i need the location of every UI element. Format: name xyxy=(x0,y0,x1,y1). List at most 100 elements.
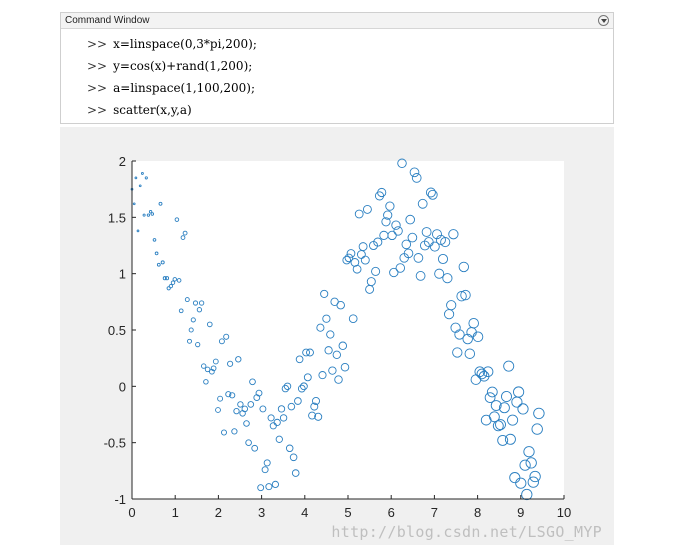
data-point xyxy=(180,235,186,240)
data-point xyxy=(295,355,304,364)
data-point xyxy=(320,289,329,298)
data-point xyxy=(458,261,469,273)
data-point xyxy=(166,286,171,291)
data-point xyxy=(419,240,430,251)
data-point xyxy=(373,237,383,247)
data-point xyxy=(306,348,314,357)
data-point xyxy=(184,297,190,303)
data-point xyxy=(389,267,399,278)
data-point xyxy=(259,405,267,413)
x-tick-label: 5 xyxy=(344,505,351,520)
command-history[interactable]: >> x=linspace(0,3*pi,200); >> y=cos(x)+ran… xyxy=(61,29,613,121)
data-point xyxy=(136,229,140,233)
data-point xyxy=(533,407,545,420)
data-point xyxy=(249,378,256,386)
x-tick-label: 2 xyxy=(215,505,222,520)
data-point xyxy=(289,453,298,462)
data-point xyxy=(346,249,356,258)
data-point xyxy=(519,459,531,471)
data-point xyxy=(397,158,407,169)
command-window-title: Command Window xyxy=(65,15,150,26)
data-point xyxy=(517,403,529,415)
data-point xyxy=(407,232,418,243)
data-point xyxy=(279,414,288,422)
data-point xyxy=(160,260,165,265)
data-point xyxy=(527,476,539,488)
data-point xyxy=(437,253,449,265)
data-point xyxy=(448,229,459,240)
data-point xyxy=(182,230,188,236)
data-point xyxy=(257,484,265,492)
data-point xyxy=(271,480,279,488)
points-layer xyxy=(130,158,545,501)
x-tick-label: 6 xyxy=(388,505,395,520)
command-line[interactable]: >> scatter(x,y,a) xyxy=(87,99,613,121)
data-point xyxy=(261,466,269,474)
command-text: y=cos(x)+rand(1,200); xyxy=(113,59,253,73)
data-point xyxy=(210,365,217,372)
data-point xyxy=(221,429,227,436)
data-point xyxy=(523,446,535,458)
data-point xyxy=(411,173,422,183)
data-point xyxy=(387,230,397,241)
data-point xyxy=(174,217,180,222)
data-point xyxy=(212,358,219,365)
window-actions-menu-icon[interactable] xyxy=(598,15,609,26)
data-point xyxy=(200,363,207,369)
prompt: >> xyxy=(87,81,108,95)
data-point xyxy=(492,420,504,432)
data-point xyxy=(300,382,308,391)
data-point xyxy=(464,348,476,359)
data-point xyxy=(456,291,467,302)
data-point xyxy=(348,314,358,324)
data-point xyxy=(176,278,182,283)
data-point xyxy=(328,366,337,375)
data-point xyxy=(207,321,213,328)
data-point xyxy=(531,423,543,435)
y-tick-label: 1 xyxy=(119,267,126,282)
data-point xyxy=(225,391,232,398)
data-point xyxy=(241,405,249,413)
command-line[interactable]: >> a=linspace(1,100,200); xyxy=(87,77,613,99)
data-point xyxy=(340,362,350,372)
scatter-plot: 0 1 2 3 4 5 6 7 8 9 10 -1 -0.5 0 0.5 1 1.5 2 xyxy=(104,154,572,520)
x-tick-label: 10 xyxy=(557,505,571,520)
y-tick-label: -0.5 xyxy=(104,436,126,451)
command-text: x=linspace(0,3*pi,200); xyxy=(113,37,257,51)
data-point xyxy=(314,412,323,421)
command-line[interactable]: >> y=cos(x)+rand(1,200); xyxy=(87,55,613,77)
data-point xyxy=(251,444,259,452)
data-point xyxy=(142,213,146,217)
data-point xyxy=(156,262,161,267)
data-point xyxy=(381,217,391,227)
data-point xyxy=(297,384,306,393)
x-tick-label: 1 xyxy=(172,505,179,520)
data-point xyxy=(303,373,312,382)
data-point xyxy=(265,483,273,491)
data-point xyxy=(140,171,144,175)
data-point xyxy=(342,255,351,265)
data-point xyxy=(334,375,343,384)
command-line[interactable]: >> x=linspace(0,3*pi,200); xyxy=(87,33,613,55)
command-window[interactable]: Command Window >> x=linspace(0,3*pi,200);… xyxy=(60,12,614,124)
data-point xyxy=(498,402,510,414)
data-point xyxy=(383,210,393,220)
data-point xyxy=(255,389,263,397)
data-point xyxy=(490,400,502,411)
data-point xyxy=(164,276,170,281)
data-point xyxy=(196,307,203,313)
data-point xyxy=(192,300,199,306)
data-point xyxy=(417,198,428,209)
data-point xyxy=(401,239,412,250)
data-point xyxy=(302,348,311,357)
data-point xyxy=(513,386,525,398)
data-point xyxy=(322,314,331,323)
data-point xyxy=(132,202,136,206)
data-point xyxy=(316,323,325,332)
data-point xyxy=(311,397,320,406)
y-tick-label: -1 xyxy=(114,492,126,507)
data-point xyxy=(134,176,138,180)
data-point xyxy=(277,405,286,413)
data-point xyxy=(273,418,281,427)
data-point xyxy=(203,379,209,385)
